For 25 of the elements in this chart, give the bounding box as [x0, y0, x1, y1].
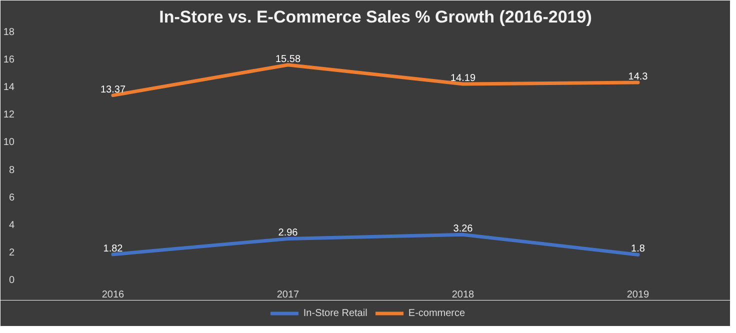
y-tick-label: 2 — [8, 247, 15, 258]
data-label: 3.26 — [453, 224, 474, 235]
data-label: 15.58 — [275, 54, 301, 65]
data-label: 2.96 — [278, 228, 298, 239]
y-tick-label: 4 — [8, 220, 15, 231]
y-tick-label: 14 — [3, 82, 15, 94]
y-tick-label: 6 — [8, 192, 15, 204]
legend-label: E-commerce — [408, 308, 466, 319]
y-tick-label: 0 — [8, 275, 15, 286]
data-label: 14.19 — [450, 72, 476, 84]
x-tick-label: 2019 — [626, 290, 650, 300]
y-tick-label: 8 — [8, 164, 15, 176]
y-tick-label: 18 — [3, 27, 15, 38]
y-tick-label: 16 — [3, 54, 15, 66]
x-tick-label: 2018 — [452, 290, 475, 300]
data-label: 1.8 — [631, 244, 646, 255]
y-tick-label: 10 — [3, 137, 15, 148]
data-label: 14.3 — [628, 71, 648, 82]
x-tick-label: 2017 — [276, 290, 300, 300]
data-label: 1.82 — [103, 243, 124, 254]
data-label: 13.37 — [100, 84, 126, 96]
x-tick-label: 2016 — [102, 290, 125, 300]
y-tick-label: 12 — [3, 110, 15, 121]
chart-title: In-Store vs. E-Commerce Sales % Growth (2016-2019) — [159, 8, 592, 26]
legend-label: In-Store Retail — [303, 308, 368, 319]
